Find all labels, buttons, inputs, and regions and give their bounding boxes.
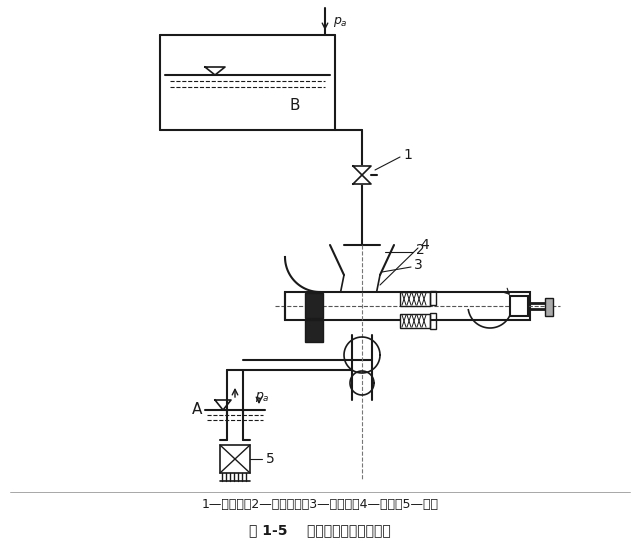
Text: $p_a$: $p_a$: [255, 390, 269, 404]
Text: 2: 2: [415, 243, 424, 257]
Bar: [400, 292, 430, 306]
Bar: [430, 313, 436, 329]
Text: B: B: [290, 97, 300, 112]
Polygon shape: [353, 175, 371, 184]
Bar: [305, 320, 323, 342]
Text: 3: 3: [413, 258, 422, 272]
Polygon shape: [353, 166, 371, 175]
Text: 图 1-5    离心泵的工作装置简图: 图 1-5 离心泵的工作装置简图: [249, 523, 391, 537]
Text: 1: 1: [404, 148, 412, 162]
Bar: [430, 291, 436, 305]
Bar: [285, 292, 530, 320]
Text: 4: 4: [420, 238, 429, 252]
Bar: [220, 445, 250, 473]
Text: A: A: [192, 402, 202, 418]
Bar: [510, 296, 528, 316]
Bar: [545, 298, 553, 316]
Text: 5: 5: [266, 452, 275, 466]
Bar: [305, 293, 323, 318]
Text: $p_a$: $p_a$: [333, 15, 348, 29]
Bar: [400, 314, 430, 328]
Text: 1—调节阀；2—排出管路；3—压水室；4—叶轮；5—底阀: 1—调节阀；2—排出管路；3—压水室；4—叶轮；5—底阀: [202, 499, 438, 511]
